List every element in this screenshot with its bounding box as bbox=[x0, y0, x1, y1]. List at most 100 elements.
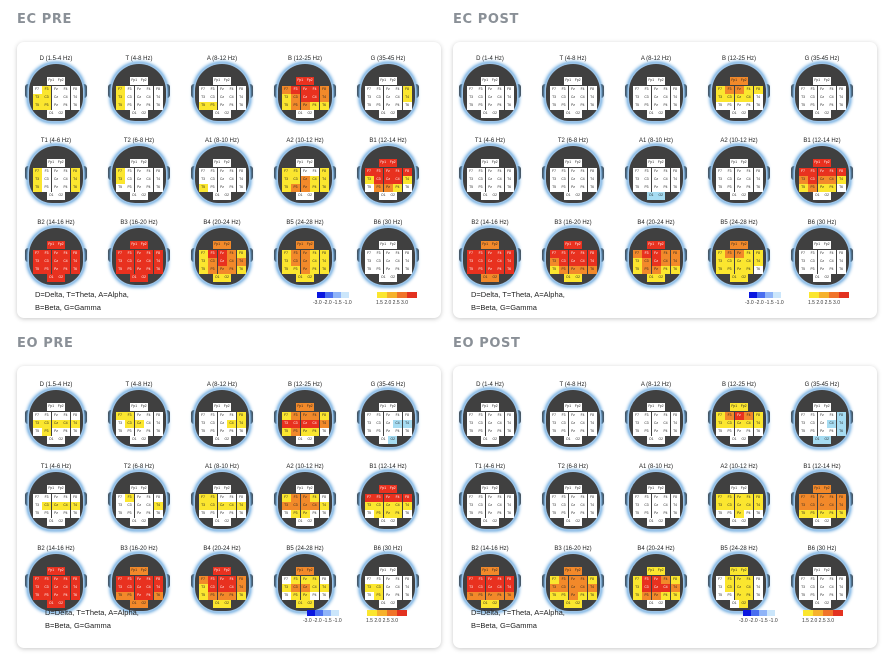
electrode-f4: F4 bbox=[144, 168, 153, 176]
electrode-t5: T5 bbox=[466, 184, 476, 192]
electrode-fz: Fz bbox=[734, 494, 744, 502]
head-ear bbox=[848, 248, 853, 262]
electrode-fz: Fz bbox=[485, 576, 495, 584]
topomap: B1 (12-14 Hz) Fp1 Fp2 F7 F3 Fz F4 F8 T3 C3 Cz C4 T4 T… bbox=[355, 138, 421, 210]
electrode-t4: T4 bbox=[402, 420, 412, 428]
scale-swatch-negative bbox=[759, 610, 767, 616]
head-ear bbox=[459, 248, 464, 262]
head-ear bbox=[414, 248, 419, 262]
electrode-o1: O1 bbox=[46, 274, 56, 282]
head-ear bbox=[191, 410, 196, 424]
head-ear bbox=[599, 248, 604, 262]
electrode-fp2: Fp2 bbox=[656, 241, 666, 249]
electrode-t4: T4 bbox=[504, 420, 514, 428]
electrode-t6: T6 bbox=[836, 428, 846, 436]
electrode-o2: O2 bbox=[222, 436, 232, 444]
electrode-fp1: Fp1 bbox=[563, 159, 573, 167]
electrode-t5: T5 bbox=[198, 592, 208, 600]
electrode-p3: P3 bbox=[808, 102, 817, 110]
head-ear bbox=[765, 492, 770, 506]
electrode-p3: P3 bbox=[476, 592, 485, 600]
electrode-f7: F7 bbox=[798, 86, 808, 94]
electrode-t3: T3 bbox=[281, 420, 291, 428]
electrode-f7: F7 bbox=[549, 86, 559, 94]
panel-title: EC POST bbox=[453, 12, 519, 27]
electrode-t6: T6 bbox=[587, 102, 597, 110]
electrode-fp1: Fp1 bbox=[480, 159, 490, 167]
head-outline: Fp1 Fp2 F7 F3 Fz F4 F8 T3 C3 Cz C4 T4 T5 P3 Pz P4 T6 O1 O2 bbox=[29, 64, 83, 121]
electrode-t3: T3 bbox=[632, 258, 642, 266]
head-ear bbox=[248, 248, 253, 262]
electrode-f3: F3 bbox=[42, 250, 51, 258]
electrode-f4: F4 bbox=[393, 576, 402, 584]
electrode-o2: O2 bbox=[656, 518, 666, 526]
electrode-t5: T5 bbox=[632, 510, 642, 518]
electrode-t3: T3 bbox=[549, 420, 559, 428]
electrode-f4: F4 bbox=[227, 576, 236, 584]
electrode-fp2: Fp2 bbox=[490, 403, 500, 411]
electrode-c4: C4 bbox=[61, 420, 70, 428]
electrode-o2: O2 bbox=[656, 274, 666, 282]
head-outline: Fp1 Fp2 F7 F3 Fz F4 F8 T3 C3 Cz C4 T4 T5 P3 Pz P4 T6 O1 O2 bbox=[195, 554, 249, 611]
topomap: B5 (24-28 Hz) Fp1 Fp2 F7 F3 Fz F4 F8 T3 C3 Cz C4 T4 T… bbox=[272, 220, 338, 292]
electrode-fp1: Fp1 bbox=[378, 241, 388, 249]
electrode-t3: T3 bbox=[281, 176, 291, 184]
electrode-pz: Pz bbox=[383, 102, 393, 110]
caption-line-2: B=Beta, G=Gamma bbox=[45, 621, 111, 630]
scale-swatch-positive bbox=[819, 292, 829, 298]
head-ear bbox=[25, 84, 30, 98]
electrode-f8: F8 bbox=[70, 576, 80, 584]
caption-line-2: B=Beta, G=Gamma bbox=[471, 621, 537, 630]
electrode-fp1: Fp1 bbox=[563, 77, 573, 85]
topomap: G (35-45 Hz) Fp1 Fp2 F7 F3 Fz F4 F8 T3 C3 Cz C4 T4 T5… bbox=[355, 56, 421, 128]
electrode-pz: Pz bbox=[651, 428, 661, 436]
electrode-f4: F4 bbox=[144, 576, 153, 584]
electrode-fp2: Fp2 bbox=[822, 159, 832, 167]
electrode-t6: T6 bbox=[753, 428, 763, 436]
electrode-f3: F3 bbox=[808, 86, 817, 94]
electrode-o2: O2 bbox=[305, 110, 315, 118]
electrode-f7: F7 bbox=[798, 250, 808, 258]
electrode-fz: Fz bbox=[300, 250, 310, 258]
topomap: T (4-8 Hz) Fp1 Fp2 F7 F3 Fz F4 F8 T3 C3 Cz C4 T4 T5 P3… bbox=[106, 382, 172, 454]
electrode-cz: Cz bbox=[817, 584, 827, 592]
electrode-fz: Fz bbox=[383, 86, 393, 94]
electrode-f8: F8 bbox=[753, 168, 763, 176]
topomap-label: G (35-45 Hz) bbox=[804, 382, 840, 388]
electrode-t6: T6 bbox=[153, 102, 163, 110]
electrode-t4: T4 bbox=[753, 258, 763, 266]
electrode-f8: F8 bbox=[153, 86, 163, 94]
electrode-cz: Cz bbox=[485, 584, 495, 592]
electrode-p3: P3 bbox=[642, 102, 651, 110]
electrode-t5: T5 bbox=[32, 428, 42, 436]
electrode-f4: F4 bbox=[661, 412, 670, 420]
electrode-c4: C4 bbox=[744, 584, 753, 592]
electrode-t3: T3 bbox=[32, 176, 42, 184]
topomap: A (8-12 Hz) Fp1 Fp2 F7 F3 Fz F4 F8 T3 C3 Cz C4 T4 T5 P… bbox=[189, 56, 255, 128]
topomap-label: D (1-4 Hz) bbox=[476, 56, 504, 62]
electrode-f3: F3 bbox=[291, 168, 300, 176]
electrode-o1: O1 bbox=[295, 274, 305, 282]
electrode-f3: F3 bbox=[559, 86, 568, 94]
head-ear bbox=[108, 84, 113, 98]
electrode-c4: C4 bbox=[744, 420, 753, 428]
electrode-c4: C4 bbox=[310, 94, 319, 102]
electrode-c4: C4 bbox=[310, 420, 319, 428]
head-outline: Fp1 Fp2 F7 F3 Fz F4 F8 T3 C3 Cz C4 T4 T5 P3 Pz P4 T6 O1 O2 bbox=[463, 554, 517, 611]
head-ear bbox=[191, 166, 196, 180]
electrode-fp1: Fp1 bbox=[729, 77, 739, 85]
electrode-f4: F4 bbox=[61, 412, 70, 420]
head-outline: Fp1 Fp2 F7 F3 Fz F4 F8 T3 C3 Cz C4 T4 T5 P3 Pz P4 T6 O1 O2 bbox=[195, 472, 249, 529]
head-ear bbox=[191, 248, 196, 262]
electrode-t6: T6 bbox=[319, 592, 329, 600]
electrode-t6: T6 bbox=[670, 266, 680, 274]
panel-ec-post: EC POST D (1-4 Hz) Fp1 Fp2 F7 F3 Fz F4 F8 T3 C3 Cz C… bbox=[453, 0, 883, 326]
electrode-cz: Cz bbox=[300, 584, 310, 592]
electrode-o2: O2 bbox=[139, 518, 149, 526]
electrode-p4: P4 bbox=[578, 266, 587, 274]
scale-label-negative: -3.0 -2.0 -1.5 -1.0 bbox=[313, 300, 352, 306]
electrode-fp2: Fp2 bbox=[656, 159, 666, 167]
topomap: B3 (16-20 Hz) Fp1 Fp2 F7 F3 Fz F4 F8 T3 C3 Cz C4 T4 T… bbox=[106, 220, 172, 292]
electrode-c3: C3 bbox=[208, 420, 217, 428]
electrode-pz: Pz bbox=[568, 428, 578, 436]
